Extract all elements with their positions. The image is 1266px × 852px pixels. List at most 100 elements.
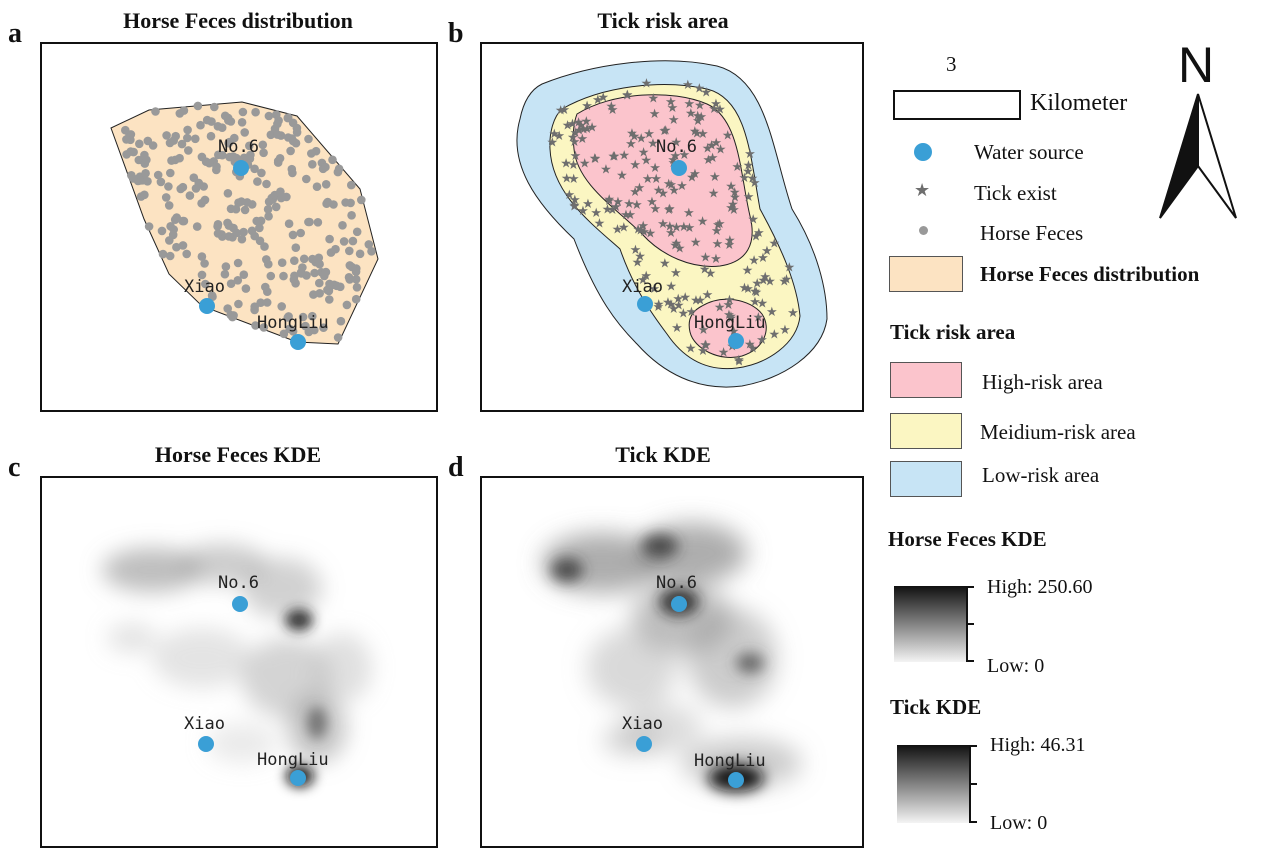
tick-star: ★ <box>766 305 778 320</box>
feces-point <box>164 201 174 210</box>
tick-star: ★ <box>729 191 741 206</box>
tick-star: ★ <box>664 219 676 234</box>
tick-star: ★ <box>665 298 677 313</box>
feces-point <box>331 244 340 254</box>
tick-star: ★ <box>670 237 682 252</box>
water-source-xiao: Xiao <box>622 277 663 312</box>
feces-point <box>178 241 188 250</box>
tick-star: ★ <box>670 149 682 164</box>
water-source-marker <box>198 736 214 752</box>
water-source-marker <box>728 772 744 788</box>
feces-point <box>315 278 324 288</box>
water-source-icon <box>914 143 932 161</box>
feces-point <box>333 333 343 342</box>
tick-star: ★ <box>697 214 709 229</box>
tick-star: ★ <box>714 103 726 118</box>
tick-star: ★ <box>747 171 759 186</box>
feces-point <box>237 234 247 244</box>
tick-star: ★ <box>569 135 581 150</box>
tick-star: ★ <box>691 127 703 142</box>
tick-star: ★ <box>692 114 704 129</box>
feces-point <box>352 283 362 292</box>
feces-point <box>164 182 173 191</box>
feces-distribution-swatch <box>889 256 963 292</box>
feces-point <box>251 321 260 330</box>
tick-star: ★ <box>570 126 582 141</box>
feces-points-layer <box>121 101 376 342</box>
tick-star: ★ <box>751 277 763 292</box>
feces-point <box>246 150 255 160</box>
tick-star: ★ <box>693 81 705 96</box>
feces-point <box>237 197 246 206</box>
feces-point <box>292 123 302 133</box>
feces-point <box>329 200 338 209</box>
feces-point <box>232 228 241 238</box>
tick-star: ★ <box>750 286 762 301</box>
tick-star: ★ <box>663 177 675 192</box>
feces-point <box>189 173 199 182</box>
tick-star: ★ <box>768 327 780 342</box>
tick-star: ★ <box>686 305 698 320</box>
tick-star: ★ <box>690 235 702 250</box>
tick-star: ★ <box>743 158 755 173</box>
tick-star: ★ <box>742 263 754 278</box>
water-source-hongliu: HongLiu <box>257 313 329 350</box>
tick-star: ★ <box>630 243 642 258</box>
tick-star: ★ <box>612 223 624 238</box>
feces-point <box>170 215 180 224</box>
tick-star: ★ <box>644 226 656 241</box>
feces-point <box>240 205 250 215</box>
tick-star: ★ <box>744 147 756 162</box>
tick-star: ★ <box>553 129 565 144</box>
legend-water-source-label: Water source <box>974 140 1084 164</box>
feces-point <box>210 102 219 112</box>
tick-star: ★ <box>733 353 745 368</box>
feces-point <box>276 193 286 203</box>
legend-tick-kde-heading: Tick KDE <box>890 695 982 719</box>
tick-star: ★ <box>749 295 761 310</box>
tick-star: ★ <box>653 184 665 199</box>
tick-star: ★ <box>685 107 697 122</box>
tick-star: ★ <box>582 197 594 212</box>
site-label-no6: No.6 <box>656 137 697 157</box>
tick-star: ★ <box>629 185 641 200</box>
panel-a-letter: a <box>8 18 22 49</box>
feces-point <box>263 205 273 214</box>
feces-point <box>262 298 272 307</box>
tick-star: ★ <box>738 171 750 186</box>
feces-point <box>202 115 212 125</box>
water-source-xiao: Xiao <box>184 277 225 314</box>
feces-point <box>250 305 259 315</box>
tick-star: ★ <box>723 308 735 323</box>
feces-point <box>158 249 168 259</box>
feces-point <box>191 134 200 144</box>
tick-star: ★ <box>742 282 754 297</box>
tick-stars-layer: ★★★★★★★★★★★★★★★★★★★★★★★★★★★★★★★★★★★★★★★★… <box>546 77 798 370</box>
site-label-xiao: Xiao <box>622 714 663 734</box>
feces-point <box>240 128 249 137</box>
feces-point <box>237 118 247 127</box>
feces-point <box>319 323 328 333</box>
feces-point <box>171 131 180 141</box>
tick-star: ★ <box>787 306 799 321</box>
tick-star: ★ <box>641 77 653 92</box>
feces-point <box>182 249 191 259</box>
tick-star: ★ <box>708 102 720 117</box>
feces-point <box>207 291 217 300</box>
tick-star: ★ <box>761 244 773 259</box>
feces-kde-high-label: High: 250.60 <box>987 576 1093 598</box>
tick-star: ★ <box>727 198 739 213</box>
water-source-marker <box>199 298 215 314</box>
tick-star: ★ <box>577 204 589 219</box>
north-arrow-icon <box>1159 93 1237 219</box>
feces-point <box>338 221 347 230</box>
feces-point <box>179 106 189 115</box>
feces-point <box>231 204 241 214</box>
tick-star: ★ <box>649 202 661 217</box>
panel-b-title: Tick risk area <box>597 8 729 33</box>
feces-point <box>156 177 166 187</box>
tick-star: ★ <box>670 135 682 150</box>
north-arrow-label: N <box>1178 37 1215 93</box>
feces-point <box>312 182 322 191</box>
tick-star: ★ <box>757 251 769 266</box>
